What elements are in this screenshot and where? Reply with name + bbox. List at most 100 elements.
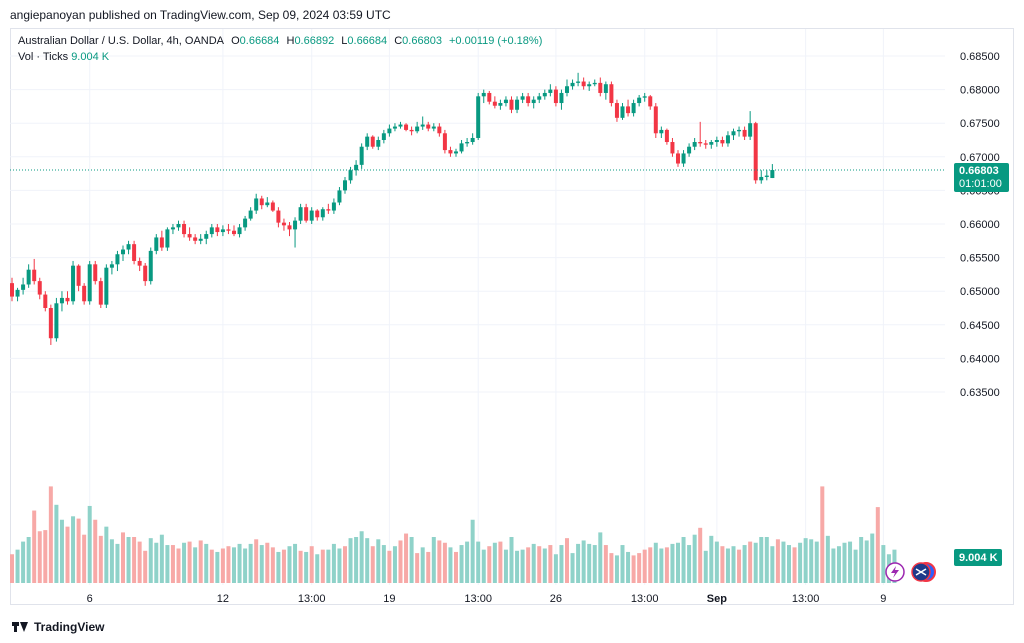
candle-body — [531, 99, 536, 104]
volume-bar — [848, 541, 853, 583]
volume-bar — [792, 547, 797, 583]
volume-bar — [781, 541, 786, 583]
volume-bar — [587, 543, 592, 583]
volume-bar — [764, 537, 769, 583]
x-tick-label: 19 — [383, 593, 395, 605]
candle-body — [481, 92, 486, 97]
volume-bar — [775, 539, 780, 583]
volume-bar — [631, 555, 636, 583]
candle-body — [170, 227, 175, 230]
volume-bar — [609, 553, 614, 583]
candle-body — [553, 89, 558, 104]
volume-bar — [836, 546, 841, 583]
volume-bar — [281, 549, 286, 583]
volume-bar — [187, 541, 192, 583]
candle-body — [725, 135, 730, 144]
candle-body — [503, 99, 508, 104]
volume-bar — [648, 547, 653, 583]
candle-body — [565, 86, 569, 93]
volume-tag — [954, 549, 1002, 566]
candle-body — [542, 92, 547, 97]
candle-body — [404, 124, 409, 130]
volume-bar — [548, 545, 553, 583]
candle-body — [326, 209, 331, 211]
candle-body — [165, 229, 170, 248]
volume-bars — [10, 486, 897, 583]
candle-body — [653, 106, 658, 134]
volume-bar — [864, 540, 869, 583]
candle-body — [159, 237, 164, 248]
candle-body — [26, 269, 31, 285]
volume-bar — [270, 547, 275, 583]
volume-bar — [21, 541, 26, 583]
volume-bar — [10, 554, 14, 583]
volume-bar — [59, 519, 64, 583]
candle-body — [664, 129, 669, 143]
volume-bar — [387, 550, 392, 583]
volume-bar — [93, 519, 98, 583]
candle-body — [492, 101, 497, 106]
volume-bar — [814, 541, 819, 583]
volume-bar — [620, 545, 625, 583]
x-tick-label: 13:00 — [464, 593, 492, 605]
volume-bar — [365, 538, 370, 583]
volume-bar — [637, 553, 642, 583]
volume-bar — [15, 549, 20, 583]
volume-bar — [104, 526, 109, 583]
volume-bar — [670, 543, 675, 583]
x-tick-label: 9 — [880, 593, 886, 605]
volume-bar — [520, 549, 525, 583]
candle-body — [209, 227, 214, 235]
open-value: 0.66684 — [239, 35, 280, 47]
volume-bar — [226, 546, 231, 583]
candle-body — [581, 81, 586, 87]
lightning-icon[interactable] — [885, 562, 905, 582]
volume-bar — [159, 534, 164, 583]
volume-bar — [76, 518, 81, 583]
volume-bar — [198, 540, 203, 583]
high-value: 0.66892 — [294, 35, 335, 47]
volume-bar — [398, 540, 403, 583]
volume-bar — [137, 541, 142, 583]
time-axis: 6 12 13:00 19 13:00 26 13:00 Sep 13:00 9 — [87, 593, 887, 605]
footer-brand[interactable]: TradingView — [12, 620, 104, 634]
candle-body — [82, 285, 87, 302]
candle-body — [648, 96, 653, 107]
candle-body — [587, 84, 592, 87]
y-tick-label: 0.65000 — [960, 286, 1000, 298]
candle-body — [387, 128, 392, 134]
volume-bar — [132, 537, 137, 583]
open-label: O — [231, 35, 240, 47]
volume-bar — [454, 551, 458, 583]
volume-bar — [809, 539, 814, 583]
volume-bar — [343, 546, 347, 583]
candle-body — [498, 103, 503, 106]
x-tick-label: 13:00 — [298, 593, 326, 605]
volume-bar — [492, 542, 497, 583]
candle-body — [720, 140, 725, 144]
volume-bar — [426, 551, 431, 583]
volume-bar — [26, 537, 31, 583]
low-label: L — [341, 35, 348, 47]
volume-bar — [220, 548, 225, 583]
volume-bar — [553, 554, 558, 583]
volume-bar — [570, 553, 575, 583]
volume-bar — [143, 550, 148, 583]
candle-body — [226, 229, 231, 231]
volume-bar — [565, 538, 569, 583]
candle-body — [415, 126, 420, 132]
volume-bar — [487, 546, 492, 583]
volume-bar — [626, 551, 631, 583]
volume-bar — [465, 541, 470, 583]
volume-bar — [298, 550, 303, 583]
candle-body — [509, 99, 514, 110]
candle-body — [742, 129, 747, 137]
volume-bar — [209, 549, 214, 583]
volume-bar — [71, 516, 76, 583]
grid — [10, 29, 945, 585]
volume-bar — [415, 553, 420, 583]
candle-body — [448, 150, 453, 154]
volume-bar — [420, 547, 425, 583]
flag-icon[interactable] — [911, 562, 936, 582]
